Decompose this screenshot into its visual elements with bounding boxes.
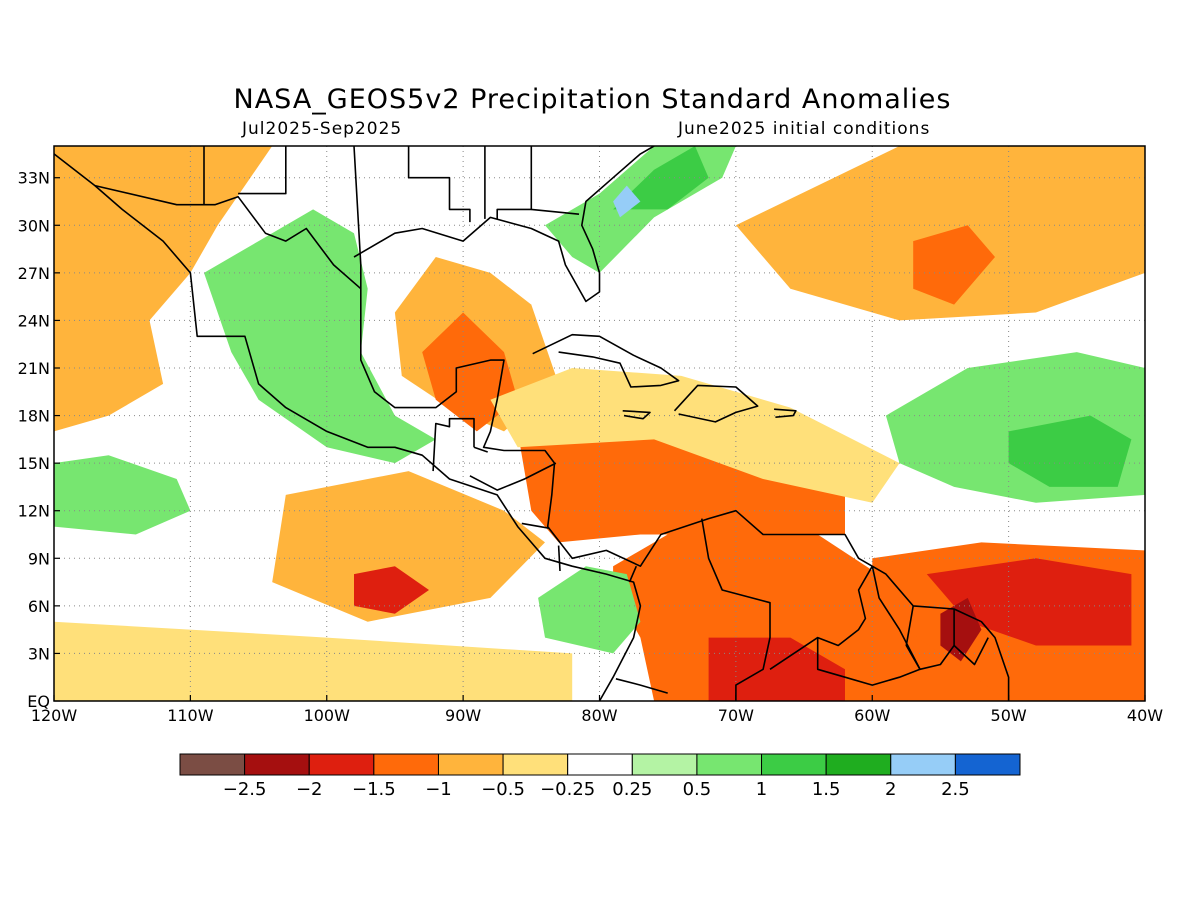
y-tick-label: 21N <box>18 359 50 378</box>
coastline-us-state-lines-5 <box>496 146 533 219</box>
anomaly-fill-layer <box>54 146 1145 701</box>
colorbar-label: −0.25 <box>540 779 595 800</box>
anomaly-region-atlantic-orange-north <box>735 146 1145 321</box>
coastline-sa-borders-5 <box>953 637 989 666</box>
coastline-hispaniola <box>673 384 759 423</box>
colorbar-swatch <box>761 753 827 776</box>
colorbar-label: 1.5 <box>812 779 841 800</box>
anomaly-region-pacific-orange-northwest <box>54 146 273 432</box>
anomaly-region-panama-green <box>538 566 641 654</box>
x-tick-label: 110W <box>167 706 214 725</box>
x-tick-label: 50W <box>991 706 1027 725</box>
coastline-us-mexico-border <box>94 184 362 290</box>
y-tick-label: 6N <box>28 597 50 616</box>
colorbar-label: −1.5 <box>352 779 396 800</box>
coastline-sa-borders-6 <box>816 637 921 686</box>
colorbar-label: 2 <box>885 779 896 800</box>
colorbar-label: −2 <box>296 779 323 800</box>
colorbar-swatch <box>631 753 698 776</box>
colorbar-swatch <box>308 753 375 776</box>
colorbar-label: 1 <box>756 779 767 800</box>
anomaly-region-atlantic-darkgreen-east <box>1008 415 1132 487</box>
x-tick-label: 40W <box>1127 706 1163 725</box>
colorbar-label: −0.5 <box>481 779 525 800</box>
coastline-jamaica <box>622 410 651 420</box>
y-tick-label: 15N <box>18 454 50 473</box>
forecast-period: Jul2025-Sep2025 <box>242 119 403 139</box>
y-tick-label: 24N <box>18 311 50 330</box>
colorbar-label: −2.5 <box>223 779 267 800</box>
x-tick-label: 70W <box>718 706 754 725</box>
anomaly-region-pacific-green-west <box>54 455 191 535</box>
colorbar-label: −1 <box>425 779 452 800</box>
y-tick-label: 27N <box>18 264 50 283</box>
colorbar-swatch <box>825 753 892 776</box>
coastline-cuba <box>532 333 680 388</box>
colorbar-swatch <box>696 753 763 776</box>
coastline-panama-colombia-border <box>628 565 638 583</box>
anomaly-region-pacific-red-south <box>354 566 429 614</box>
coastline-centralamerica-borders <box>473 446 488 453</box>
coastline-centralamerica-borders-4 <box>557 545 561 572</box>
coastline-centralamerica-borders-3 <box>521 522 550 529</box>
y-tick-label: 30N <box>18 216 50 235</box>
coastline-gulf-coast <box>353 146 1010 701</box>
x-tick-label: 80W <box>581 706 617 725</box>
y-tick-label: 3N <box>28 644 50 663</box>
anomaly-region-guiana-darkred <box>940 597 982 662</box>
anomaly-region-mexico-green <box>204 209 436 464</box>
coastline-us-state-lines-6 <box>531 208 580 215</box>
x-tick-label: 90W <box>445 706 481 725</box>
coastline-sa-borders-4 <box>905 605 921 670</box>
anomaly-region-pacific-yellow-equator <box>54 621 573 701</box>
y-tick-label: 9N <box>28 549 50 568</box>
colorbar-swatch <box>437 753 504 776</box>
anomaly-region-caribbean-yellow-north <box>490 368 900 503</box>
x-tick-label: 120W <box>31 706 78 725</box>
coastline-us-state-lines-3 <box>407 146 471 223</box>
anomaly-region-atlantic-coast-lightblue <box>613 185 641 218</box>
y-tick-label: 18N <box>18 407 50 426</box>
colorbar: −2.5 −2 −1.5 −1 −0.5 −0.25 0.25 0.5 1 1.5 2 2.5 <box>179 753 1021 800</box>
colorbar-swatch <box>244 753 310 776</box>
coastline-sa-borders-7 <box>615 678 668 694</box>
coastline-mexico-guatemala-border <box>432 417 475 472</box>
coastline-layer <box>54 146 1010 701</box>
y-tick-label: 33N <box>18 169 50 188</box>
colorbar-swatch <box>954 753 1021 776</box>
coastline-puerto-rico <box>774 408 797 418</box>
anomaly-region-southamerica-red <box>708 637 845 701</box>
y-tick-label: EQ <box>27 692 50 711</box>
colorbar-swatch <box>373 753 439 776</box>
coastline-us-state-lines-2 <box>238 146 287 195</box>
initial-conditions: June2025 initial conditions <box>678 119 931 139</box>
anomaly-region-atlantic-coast-darkgreen <box>613 146 709 210</box>
colorbar-swatch <box>502 753 569 776</box>
map-title: NASA_GEOS5v2 Precipitation Standard Anom… <box>233 84 952 115</box>
colorbar-swatch <box>567 753 633 776</box>
anomaly-region-pacific-orange-south <box>272 471 545 622</box>
axis-layer: 120W 110W 100W 90W 80W 70W 60W 50W 40W EQ 3N 6N 9N 12… <box>18 169 1164 725</box>
x-tick-label: 100W <box>304 706 351 725</box>
colorbar-label: 0.5 <box>683 779 712 800</box>
colorbar-label: 0.25 <box>612 779 652 800</box>
colorbar-swatch <box>179 753 246 776</box>
colorbar-label: 2.5 <box>941 779 970 800</box>
coastline-us-gulf-florida <box>353 146 655 303</box>
y-tick-label: 12N <box>18 502 50 521</box>
anomaly-region-atlantic-red-north <box>913 225 995 305</box>
x-tick-label: 60W <box>854 706 890 725</box>
coastline-north-america-coast <box>54 153 642 701</box>
coastline-centralamerica-borders-2 <box>469 462 557 491</box>
colorbar-swatch <box>890 753 956 776</box>
coastline-sa-borders-1 <box>701 518 771 701</box>
